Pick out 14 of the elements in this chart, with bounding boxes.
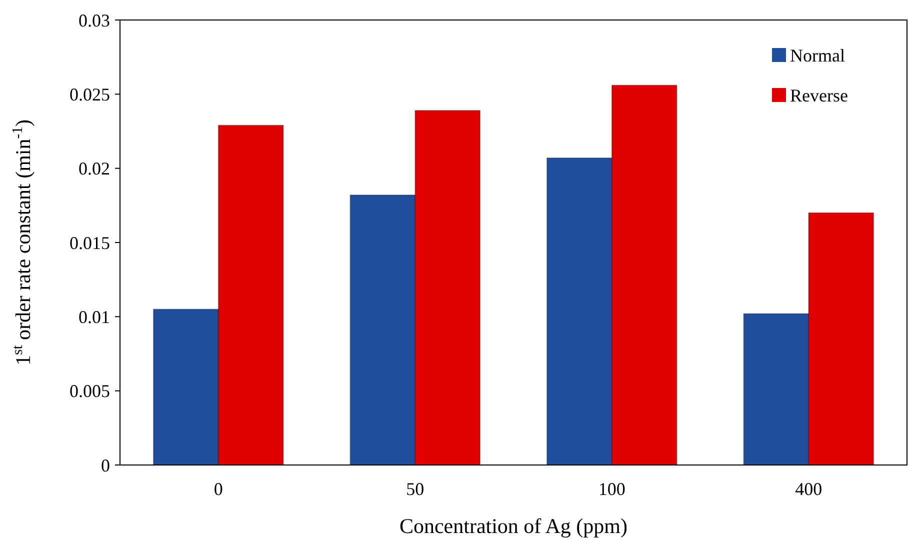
x-tick-label: 400 [795,479,822,499]
y-tick-label: 0.005 [70,381,110,402]
x-tick-label: 0 [214,479,223,499]
x-tick-label: 100 [598,479,626,499]
legend-label: Normal [790,45,845,66]
y-tick-label: 0.025 [70,84,110,104]
x-tick-label: 50 [406,479,424,499]
y-tick-label: 0 [101,455,110,476]
legend-label: Reverse [790,85,848,106]
y-tick-label: 0.015 [70,232,110,253]
y-tick-label: 0.02 [78,158,110,179]
y-tick-label: 0.03 [78,10,110,30]
x-axis-title: Concentration of Ag (ppm) [399,514,628,538]
y-tick-label: 0.01 [78,306,110,327]
